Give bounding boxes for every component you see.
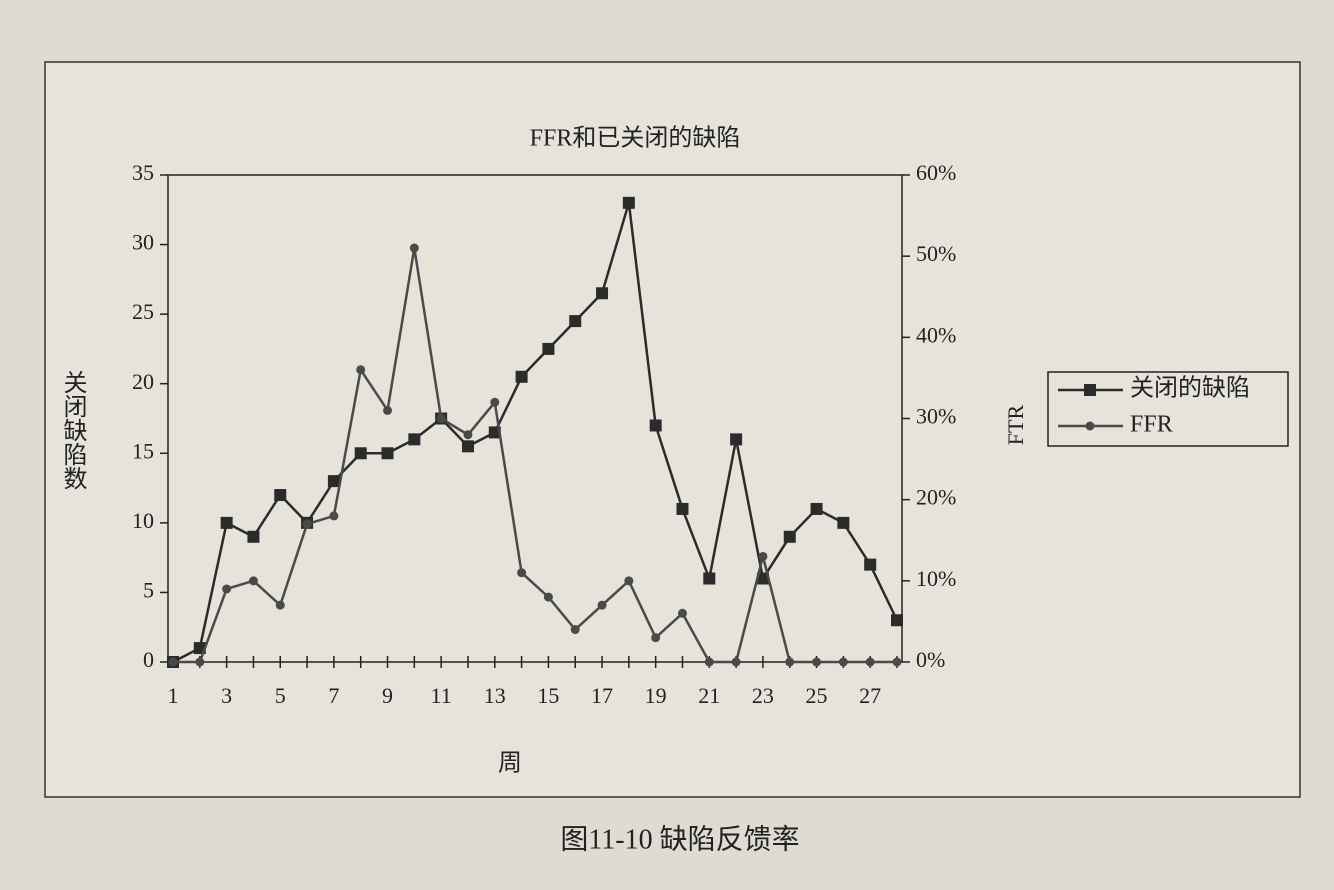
point-marker (570, 625, 580, 635)
y2-tick-label: 10% (916, 566, 956, 591)
x-tick-label: 17 (591, 683, 613, 708)
x-tick-label: 7 (328, 683, 339, 708)
series-line (173, 247, 897, 664)
point-marker (624, 576, 634, 586)
point-marker (892, 657, 902, 667)
point-marker (756, 572, 769, 585)
point-marker (703, 572, 716, 585)
y2-tick-label: 40% (916, 322, 956, 347)
point-marker (651, 633, 661, 643)
y-tick-label: 20 (132, 369, 154, 394)
y2-axis-label: FTR (1003, 405, 1028, 446)
point-marker (569, 315, 582, 328)
point-marker (383, 405, 393, 415)
point-marker (327, 475, 340, 488)
y2-tick-label: 20% (916, 485, 956, 510)
point-marker (461, 440, 474, 453)
y2-tick-label: 0% (916, 647, 945, 672)
point-marker (408, 433, 421, 446)
y2-tick-label: 60% (916, 160, 956, 185)
point-marker (758, 551, 768, 561)
caption: 图11-10 缺陷反馈率 (560, 823, 799, 855)
point-marker (274, 489, 287, 502)
y-tick-label: 15 (132, 438, 154, 463)
point-marker (490, 397, 500, 407)
y-tick-label: 0 (143, 647, 154, 672)
point-marker (381, 447, 394, 460)
point-marker (222, 584, 232, 594)
point-marker (864, 558, 877, 571)
point-marker (168, 657, 178, 667)
point-marker (463, 430, 473, 440)
point-marker (248, 576, 258, 586)
x-tick-label: 3 (221, 683, 232, 708)
y2-tick-label: 30% (916, 404, 956, 429)
legend-marker (1084, 384, 1096, 396)
legend-label: 关闭的缺陷 (1130, 375, 1250, 402)
point-marker (302, 519, 312, 529)
chart-title: FFR和已关闭的缺陷 (530, 125, 741, 152)
point-marker (731, 657, 741, 667)
y-tick-label: 30 (132, 230, 154, 255)
point-marker (837, 516, 850, 529)
point-marker (195, 657, 205, 667)
x-tick-label: 21 (698, 683, 720, 708)
x-tick-label: 11 (431, 683, 452, 708)
point-marker (865, 657, 875, 667)
point-marker (356, 365, 366, 375)
point-marker (891, 614, 903, 627)
x-tick-label: 15 (537, 683, 559, 708)
x-tick-label: 25 (806, 683, 828, 708)
point-marker (597, 600, 607, 610)
point-marker (247, 530, 260, 543)
x-tick-label: 5 (275, 683, 286, 708)
point-marker (220, 516, 233, 529)
point-marker (622, 196, 635, 209)
y-tick-label: 35 (132, 160, 154, 185)
point-marker (542, 342, 555, 355)
point-marker (676, 502, 689, 515)
legend-marker (1085, 421, 1095, 431)
x-tick-label: 19 (645, 683, 667, 708)
x-axis-label: 周 (498, 751, 522, 777)
point-marker (354, 447, 367, 460)
point-marker (329, 511, 339, 521)
point-marker (517, 568, 527, 578)
point-marker (730, 433, 743, 446)
series-line (172, 202, 899, 664)
y-tick-label: 10 (132, 508, 154, 533)
point-marker (677, 608, 687, 618)
y-axis-label: 关闭缺陷数 (59, 370, 87, 490)
point-marker (704, 657, 714, 667)
point-marker (783, 530, 796, 543)
point-marker (649, 419, 662, 432)
point-marker (515, 370, 528, 383)
point-marker (543, 592, 553, 602)
point-marker (838, 657, 848, 667)
y-tick-label: 25 (132, 299, 154, 324)
y-tick-label: 5 (143, 577, 154, 602)
point-marker (275, 600, 285, 610)
x-tick-label: 27 (859, 683, 881, 708)
point-marker (812, 657, 822, 667)
point-marker (488, 426, 501, 439)
x-tick-label: 1 (168, 683, 179, 708)
x-tick-label: 23 (752, 683, 774, 708)
point-marker (409, 243, 419, 253)
point-marker (785, 657, 795, 667)
y2-tick-label: 50% (916, 241, 956, 266)
point-marker (436, 414, 446, 423)
legend-label: FFR (1130, 412, 1173, 438)
x-tick-label: 13 (484, 683, 506, 708)
point-marker (810, 502, 823, 515)
x-tick-label: 9 (382, 683, 393, 708)
point-marker (596, 287, 609, 300)
